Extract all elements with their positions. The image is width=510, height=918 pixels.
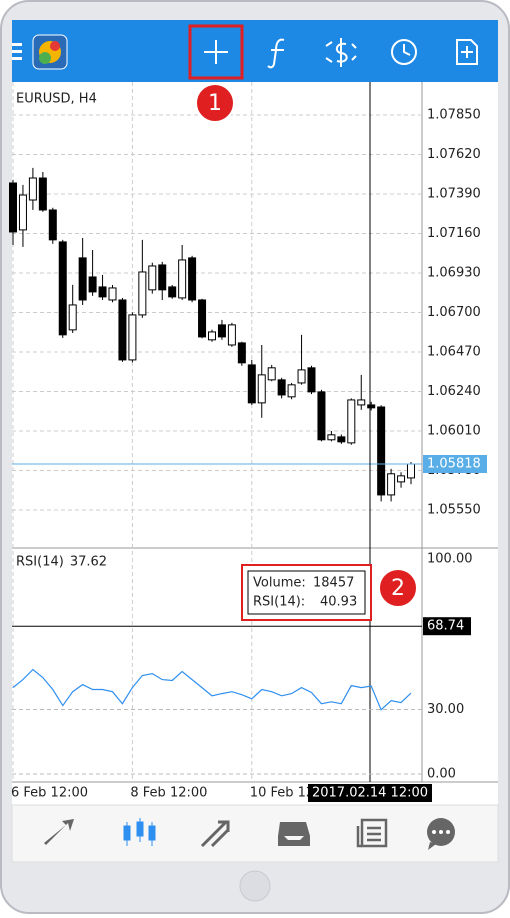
candle-body	[98, 286, 107, 298]
callout-number: 2	[391, 576, 405, 601]
candle-body	[208, 331, 216, 341]
candle-body	[108, 287, 117, 301]
indicators-button[interactable]	[267, 38, 285, 69]
candle-body	[397, 475, 406, 483]
candle-body	[9, 182, 17, 233]
candle-body	[377, 406, 386, 496]
candle-body	[188, 257, 197, 301]
chart-tab[interactable]	[123, 818, 156, 846]
candle-body	[257, 374, 266, 404]
y-tick-label: 100.00	[427, 551, 473, 566]
menu-button[interactable]	[12, 43, 22, 60]
candle-body	[327, 434, 336, 441]
trade-tab[interactable]	[200, 820, 230, 848]
rsi-line	[12, 668, 412, 711]
candle-body	[277, 379, 286, 396]
candle-body	[227, 324, 236, 346]
app-logo[interactable]	[32, 34, 68, 70]
chat-tab[interactable]	[427, 818, 455, 850]
candle-body	[78, 257, 87, 301]
y-tick-label: 1.06470	[427, 345, 481, 360]
candle-body	[347, 399, 356, 444]
y-tick-label: 1.05550	[427, 503, 481, 518]
candle-body	[237, 342, 246, 364]
tooltip-rsi-value: 40.93	[320, 595, 357, 610]
crosshair-value-box	[423, 617, 471, 636]
crosshair-button[interactable]	[204, 40, 228, 64]
tooltip-volume-label: Volume:	[253, 576, 306, 591]
candle-body	[118, 299, 127, 361]
candle-body	[317, 391, 326, 441]
new-order-button[interactable]	[456, 39, 478, 65]
y-tick-label: 1.06240	[427, 384, 481, 399]
news-tab[interactable]	[356, 818, 388, 848]
y-tick-label: 1.07390	[427, 186, 481, 201]
screen	[12, 20, 498, 862]
y-tick-label: 0.00	[427, 767, 456, 782]
timeframe-button[interactable]	[391, 39, 417, 65]
toolbar	[12, 20, 498, 82]
history-tab[interactable]	[278, 822, 310, 846]
candle-body	[138, 271, 147, 316]
candle-body	[148, 265, 157, 291]
candle-body	[18, 194, 27, 231]
candle-body	[128, 314, 137, 361]
indicator-value: 37.62	[70, 555, 107, 570]
candle-body	[297, 369, 306, 384]
candle-body	[48, 209, 57, 241]
tooltip-rsi-label: RSI(14):	[253, 595, 305, 610]
current-price-box	[423, 455, 487, 474]
quotes-tab[interactable]	[44, 819, 74, 845]
candle-body	[38, 177, 47, 211]
candle-body	[387, 473, 396, 496]
tooltip-box	[247, 570, 366, 615]
y-tick-label: 1.07160	[427, 226, 481, 241]
trade-button[interactable]	[325, 38, 357, 67]
candle-body	[287, 384, 296, 398]
candle-body	[158, 264, 167, 291]
candle-body	[88, 276, 97, 293]
bottom-nav	[11, 804, 499, 863]
x-tick-label: 8 Feb 12:00	[130, 786, 207, 801]
y-tick-label: 1.07620	[427, 147, 481, 162]
candle-body	[28, 177, 37, 201]
home-button[interactable]	[239, 870, 271, 902]
crosshair-time-label: 2017.02.14 12:00	[312, 786, 428, 801]
candle-body	[307, 367, 316, 393]
crosshair-time-box	[308, 784, 432, 802]
indicator-title: RSI(14)	[16, 555, 64, 570]
y-tick-label: 1.06010	[427, 424, 481, 439]
callout-number: 1	[208, 91, 222, 116]
highlight-box	[188, 24, 244, 80]
y-tick-label: 1.06930	[427, 266, 481, 281]
y-tick-label: 1.06700	[427, 305, 481, 320]
crosshair-value-label: 68.74	[427, 619, 464, 634]
candle-body	[168, 286, 177, 298]
x-tick-label: 6 Feb 12:00	[11, 786, 88, 801]
y-tick-label: 1.07850	[427, 107, 481, 122]
candle-body	[68, 304, 77, 331]
candle-body	[198, 299, 207, 338]
candle-body	[357, 399, 366, 406]
candle-body	[267, 367, 276, 381]
symbol-label: EURUSD, H4	[16, 92, 97, 107]
candle-body	[58, 241, 67, 336]
callout-badge	[378, 568, 418, 608]
candle-body	[407, 463, 415, 479]
candle-body	[217, 324, 226, 338]
y-tick-label: 30.00	[427, 702, 464, 717]
tooltip-volume-value: 18457	[313, 576, 354, 591]
current-price-label: 1.05818	[427, 457, 481, 472]
callout-badge	[195, 83, 235, 123]
candle-body	[178, 259, 187, 299]
candle-body	[247, 364, 256, 404]
candle-body	[367, 404, 376, 409]
candle-body	[337, 436, 346, 443]
